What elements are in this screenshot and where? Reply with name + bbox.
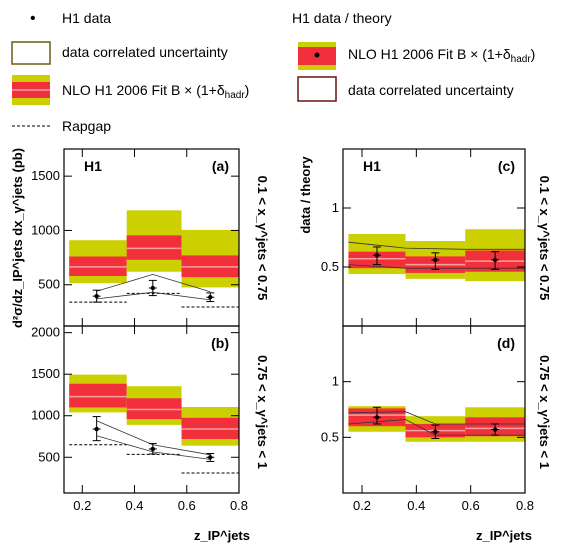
panel-frame-b: [63, 325, 240, 494]
data-point-d-0: [374, 415, 380, 420]
ytick-label-a-2: 1500: [31, 168, 60, 183]
row-label-top-left: 0.1 < x_γ^jets < 0.75: [255, 176, 270, 301]
legend-nlo-label: NLO H1 2006 Fit B: [62, 82, 180, 98]
panel-tag-b: (b): [211, 335, 229, 351]
xtick-label-b-0: 0.2: [73, 498, 91, 513]
xtick-label-d-0: 0.2: [353, 498, 371, 513]
data-point-c-2: [492, 257, 498, 263]
nlo-red-band-b-0: [69, 383, 127, 408]
data-point-b-0: [94, 426, 99, 432]
nlo-red-band-b-1: [126, 398, 182, 420]
legend-corr-label: data correlated uncertainty: [62, 44, 228, 60]
ytick-label-b-0: 500: [38, 449, 60, 464]
h1-label-c: H1: [363, 158, 381, 174]
data-point-d-2: [492, 427, 498, 432]
legend-right-corr-label: data correlated uncertainty: [348, 82, 514, 98]
xtick-label-d-3: 0.8: [516, 498, 534, 513]
row-label-bottom-right: 0.75 < x_γ^jets < 1: [537, 355, 552, 469]
corr-unc-upper-a: [96, 273, 211, 293]
ytick-label-a-0: 500: [38, 277, 60, 292]
plot-area-d: [348, 406, 525, 442]
xtick-label-d-1: 0.4: [407, 498, 425, 513]
legend-left: • H1 data data correlated uncertainty NL…: [11, 10, 249, 134]
ytick-label-c-0: 0.5: [321, 259, 339, 274]
h1-label-a: H1: [84, 158, 102, 174]
panel-tag-a: (a): [212, 158, 229, 174]
panel-a: 500 1000 1500 (a) H1: [31, 148, 240, 327]
xtick-label-b-1: 0.4: [125, 498, 143, 513]
nlo-red-band-a-1: [126, 235, 182, 260]
legend-right-title: H1 data / theory: [292, 10, 392, 26]
data-point-c-0: [374, 253, 380, 258]
legend-right-nlo-swatch: [298, 42, 336, 70]
ytick-label-d-0: 0.5: [321, 429, 339, 444]
legend-data-label: H1 data: [62, 10, 111, 26]
ytick-label-b-3: 2000: [31, 325, 60, 340]
svg-text:NLO H1 2006 Fit B × (1+δhadr): NLO H1 2006 Fit B × (1+δhadr): [348, 46, 535, 65]
plot-area-c: [348, 229, 525, 282]
data-point-c-1: [433, 257, 438, 263]
ytick-label-c-1: 1: [332, 200, 339, 215]
data-point-d-1: [433, 429, 438, 434]
panel-frame-d: [342, 325, 526, 494]
xtick-label-d-2: 0.6: [462, 498, 480, 513]
xtick-label-b-2: 0.6: [178, 498, 196, 513]
xtick-label-b-3: 0.8: [230, 498, 248, 513]
svg-text:NLO H1 2006 Fit B × (1+δhadr): NLO H1 2006 Fit B × (1+δhadr): [62, 82, 249, 101]
legend-data-marker: •: [30, 10, 36, 27]
panel-c: 0.5 1 (c) H1: [321, 148, 526, 327]
ylabel-left: d²σ/dz_IP^jets dx_γ^jets (pb): [10, 148, 25, 328]
ytick-label-d-1: 1: [332, 374, 339, 389]
ytick-label-b-2: 1500: [31, 366, 60, 381]
legend-corr-swatch: [11, 41, 51, 65]
legend-right-corr-swatch: [297, 76, 337, 102]
xlabel-left: z_IP^jets: [194, 528, 250, 543]
plot-area-a: [69, 210, 239, 308]
ylabel-right: data / theory: [298, 156, 313, 234]
legend-right-nlo-sub: hadr: [511, 54, 532, 65]
data-point-a-1: [150, 285, 156, 291]
corr-unc-upper-c: [348, 241, 525, 250]
panel-tag-d: (d): [497, 335, 515, 351]
panel-tag-c: (c): [498, 158, 515, 174]
ytick-label-a-1: 1000: [31, 222, 60, 237]
data-point-b-2: [208, 455, 213, 460]
xlabel-right: z_IP^jets: [476, 528, 532, 543]
legend-right-nlo-label: NLO H1 2006 Fit B: [348, 46, 466, 62]
legend-rapgap-label: Rapgap: [62, 118, 111, 134]
data-point-a-0: [94, 293, 99, 299]
ytick-label-b-1: 1000: [31, 408, 60, 423]
legend-nlo-swatch: [12, 75, 50, 105]
panel-d: 0.5 1 0.2 0.4 0.6 0.8 (d): [321, 325, 534, 513]
row-label-bottom-left: 0.75 < x_γ^jets < 1: [255, 355, 270, 469]
plot-area-b: [69, 374, 239, 474]
row-label-top-right: 0.1 < x_γ^jets < 0.75: [537, 176, 552, 301]
panel-b: 500 1000 1500 2000 0.2 0.4 0.6 0.8 (b): [31, 325, 248, 513]
data-point-b-1: [150, 446, 156, 452]
legend-right: H1 data / theory NLO H1 2006 Fit B × (1+…: [292, 10, 535, 102]
data-point-a-2: [208, 295, 213, 300]
legend-nlo-sub: hadr: [225, 90, 246, 101]
